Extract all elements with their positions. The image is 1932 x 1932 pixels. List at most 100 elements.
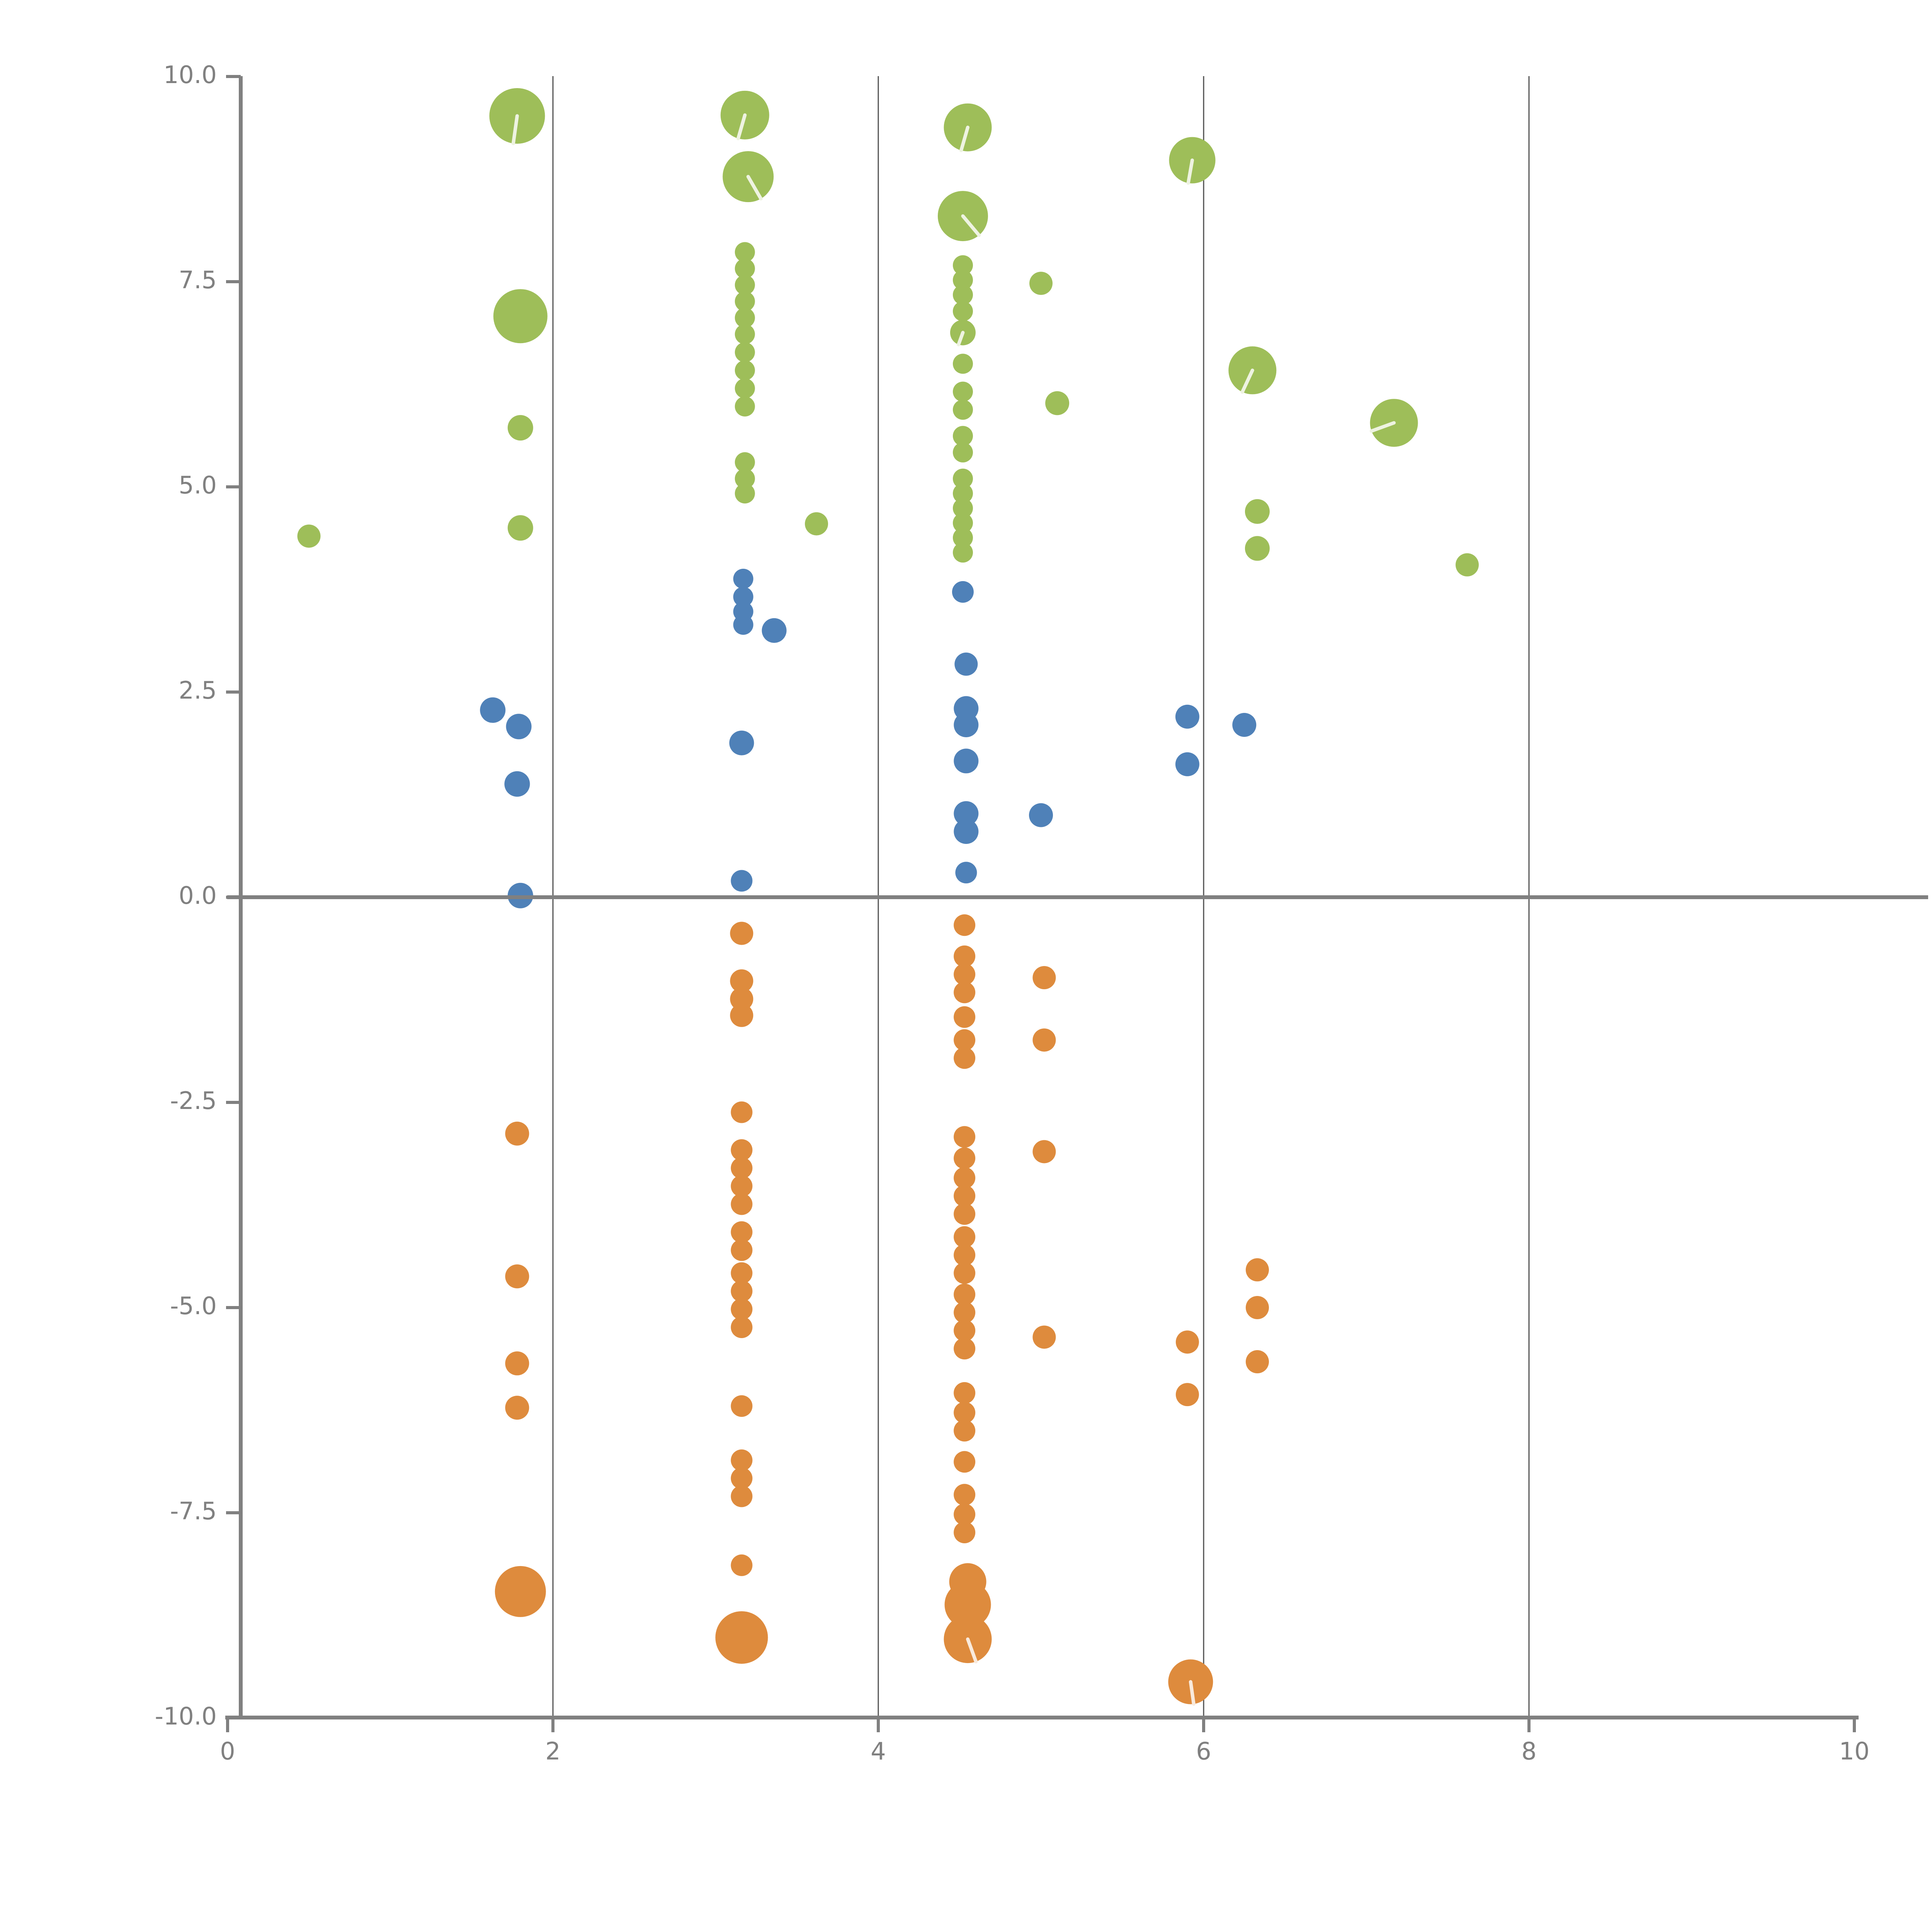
- data-point: [952, 270, 973, 290]
- data-point: [731, 1175, 753, 1197]
- data-point: [1175, 752, 1199, 776]
- data-point: [1175, 704, 1199, 729]
- data-point: [735, 259, 755, 279]
- data-point: [954, 981, 976, 1003]
- data-point: [735, 342, 755, 362]
- y-tick-label: 2.5: [179, 676, 217, 704]
- data-point: [952, 284, 973, 305]
- data-point: [495, 1566, 546, 1617]
- wedge-divider: [959, 126, 970, 152]
- data-point: [735, 396, 755, 417]
- data-point: [731, 1485, 753, 1507]
- series-negative: [495, 914, 1269, 1706]
- tick-labels-layer: 10.0 7.5 5.0 2.5 0.0 -2.5 -5.0 -7.5 -10.00 2 4 6 8 10: [155, 61, 1870, 1765]
- data-point: [1245, 536, 1270, 561]
- data-point: [954, 712, 979, 737]
- data-point: [731, 1262, 753, 1284]
- data-point: [954, 1301, 976, 1323]
- data-point: [952, 581, 974, 603]
- wedge-divider: [736, 113, 747, 140]
- data-point: [731, 1395, 753, 1417]
- data-point: [954, 1320, 976, 1342]
- data-point: [1245, 499, 1270, 524]
- data-point: [955, 862, 977, 884]
- data-point: [954, 1203, 976, 1225]
- data-point: [733, 568, 753, 589]
- x-tick-label: 6: [1196, 1737, 1211, 1765]
- data-point: [731, 1449, 753, 1471]
- data-point: [954, 945, 976, 967]
- data-point: [730, 969, 753, 993]
- data-point: [505, 1351, 529, 1376]
- x-tick-label: 2: [545, 1737, 560, 1765]
- data-point: [731, 1298, 753, 1320]
- data-point: [505, 1121, 529, 1146]
- data-point: [731, 1221, 753, 1243]
- data-point: [952, 426, 973, 446]
- data-point: [954, 1521, 976, 1543]
- data-point: [944, 1581, 991, 1628]
- data-point: [505, 1396, 529, 1420]
- data-point: [954, 652, 978, 676]
- data-point: [505, 1264, 529, 1289]
- data-point: [733, 587, 753, 607]
- data-point: [1032, 1140, 1056, 1163]
- data-point: [1032, 1325, 1056, 1349]
- wedge-divider: [1369, 421, 1396, 433]
- data-point: [952, 513, 973, 533]
- data-point: [954, 1244, 976, 1266]
- data-point: [954, 1226, 976, 1248]
- x-tick-label: 4: [871, 1737, 886, 1765]
- data-point: [1032, 1028, 1056, 1052]
- data-point: [1175, 1330, 1199, 1354]
- data-point: [1245, 1350, 1269, 1374]
- data-point: [735, 324, 755, 344]
- data-point: [954, 801, 979, 826]
- data-point: [735, 242, 755, 262]
- data-point: [952, 381, 973, 402]
- data-point: [297, 524, 321, 548]
- y-tick-label: 0.0: [179, 881, 217, 910]
- data-point: [1029, 272, 1053, 295]
- data-point: [731, 1554, 753, 1576]
- data-point: [715, 1611, 768, 1664]
- wedge-divider: [1240, 368, 1254, 394]
- data-point: [731, 1316, 753, 1338]
- data-point: [1232, 713, 1257, 737]
- data-point: [733, 614, 753, 635]
- data-point: [735, 360, 755, 381]
- data-point: [735, 308, 755, 328]
- data-point: [952, 354, 973, 374]
- axes-layer: [225, 75, 1928, 1732]
- data-point: [954, 1382, 976, 1404]
- data-point: [954, 819, 979, 844]
- data-point: [952, 301, 973, 321]
- data-point: [507, 415, 533, 441]
- x-tick-label: 0: [220, 1737, 235, 1765]
- data-point: [731, 1101, 753, 1123]
- data-point: [1029, 803, 1053, 827]
- wedge-divider: [957, 331, 965, 347]
- wedge-divider: [1186, 158, 1194, 185]
- data-point: [952, 527, 973, 548]
- y-tick-label: 5.0: [179, 471, 217, 499]
- data-point: [1456, 553, 1479, 577]
- x-tick-label: 8: [1521, 1737, 1536, 1765]
- x-tick-label: 10: [1839, 1737, 1870, 1765]
- y-tick-label: -2.5: [170, 1087, 217, 1115]
- data-point: [730, 987, 753, 1011]
- series-mid-band: [480, 568, 1257, 908]
- data-point: [954, 1401, 976, 1423]
- data-point: [954, 748, 979, 774]
- data-point: [735, 291, 755, 311]
- data-point: [493, 289, 548, 344]
- data-point: [1245, 1258, 1269, 1282]
- y-tick-label: 7.5: [179, 266, 217, 294]
- data-point: [506, 714, 532, 740]
- data-point: [954, 1029, 976, 1051]
- data-point: [731, 870, 753, 892]
- data-point: [954, 1420, 976, 1442]
- data-point: [730, 922, 753, 945]
